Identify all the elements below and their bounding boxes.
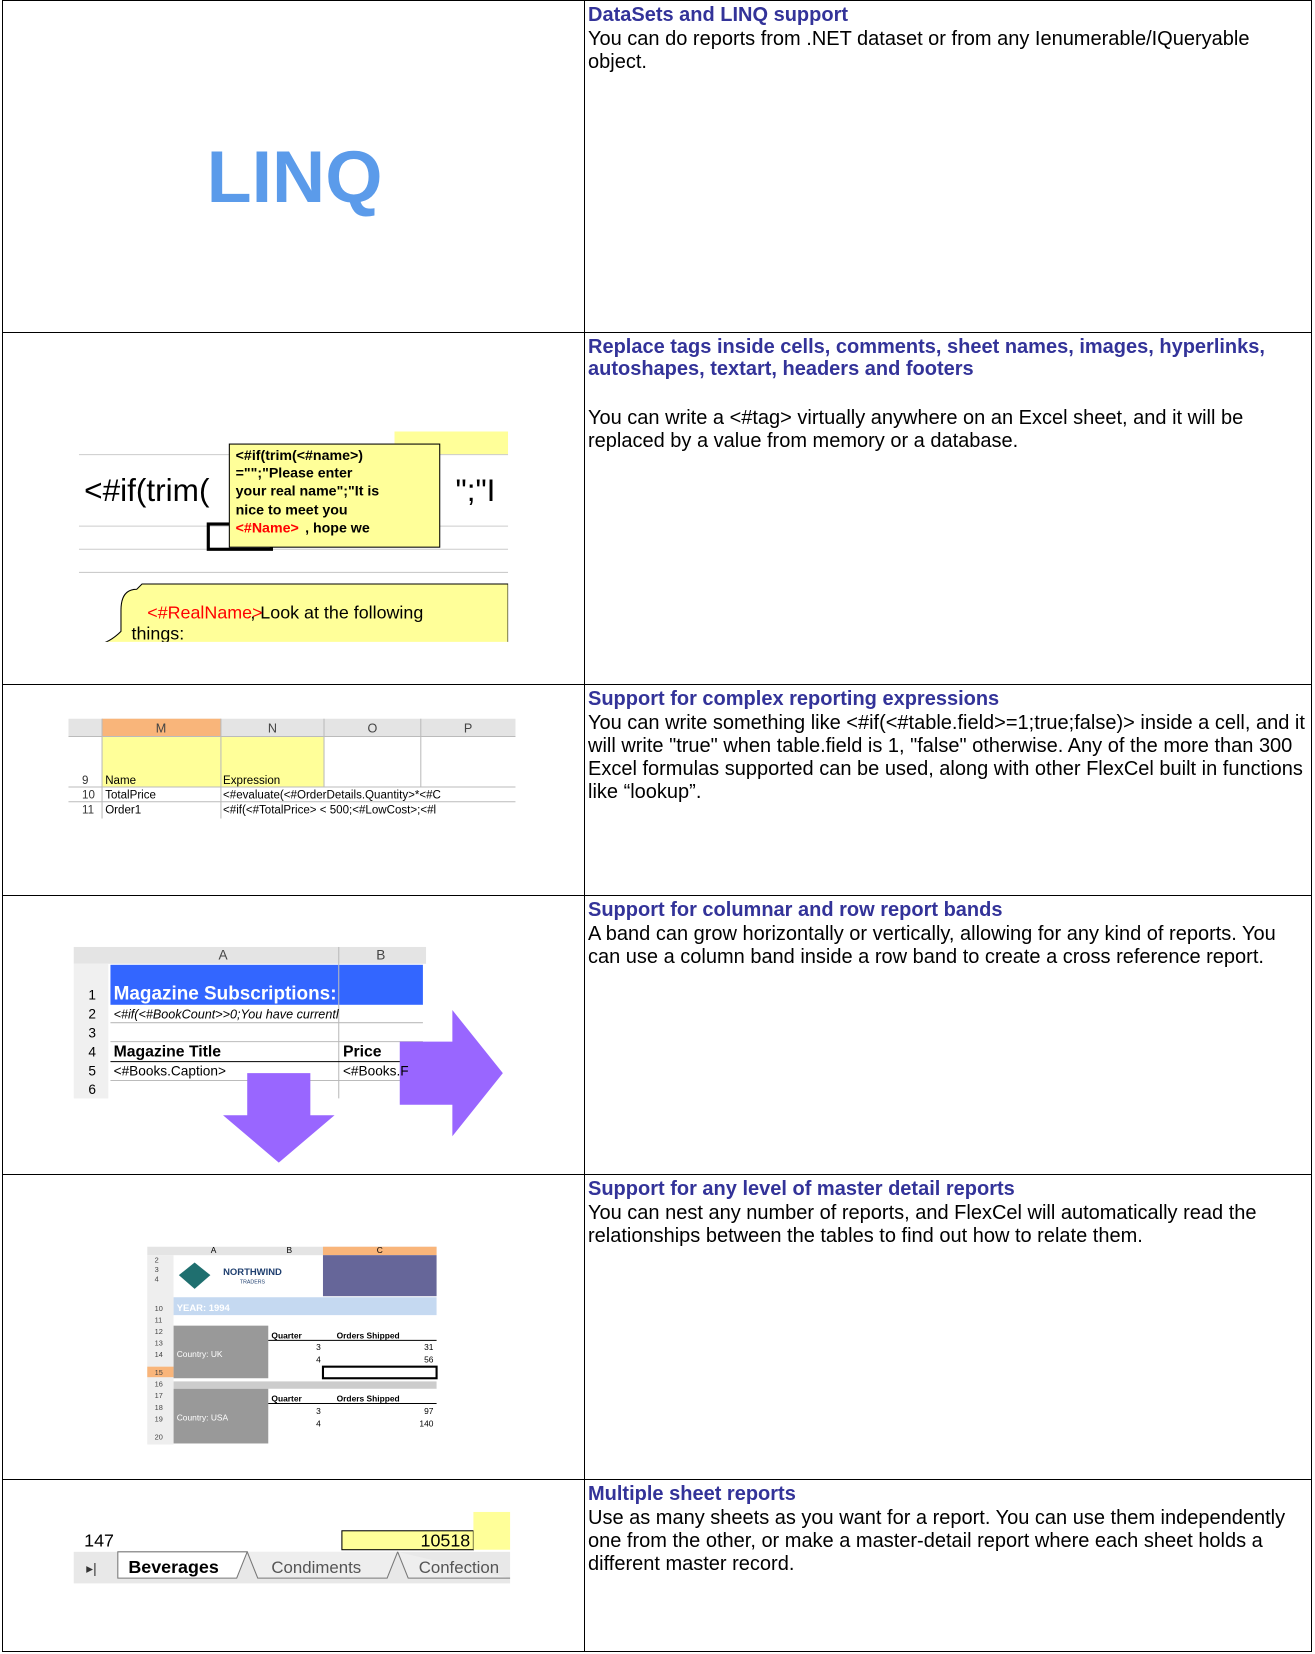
feature-description: Use as many sheets as you want for a rep… xyxy=(588,1507,1286,1575)
text-cell: Multiple sheet reports Use as many sheets… xyxy=(584,1479,1312,1652)
feature-title: Support for any level of master detail r… xyxy=(588,1178,1015,1200)
text-cell: Replace tags inside cells, comments, she… xyxy=(584,332,1312,685)
feature-description: You can write a <#tag> virtually anywher… xyxy=(588,407,1244,452)
feature-title: Support for columnar and row report band… xyxy=(588,899,1003,921)
row: Support for columnar and row report band… xyxy=(2,895,1312,1175)
image-cell xyxy=(2,1479,585,1652)
feature-title: DataSets and LINQ support xyxy=(588,4,849,26)
row: Support for complex reporting expression… xyxy=(2,684,1312,896)
feature-title: Support for complex reporting expression… xyxy=(588,688,1000,710)
image-cell xyxy=(2,332,585,685)
image-cell xyxy=(2,895,585,1175)
feature-description: You can nest any number of reports, and … xyxy=(588,1202,1257,1247)
feature-title: Multiple sheet reports xyxy=(588,1483,796,1505)
row: Replace tags inside cells, comments, she… xyxy=(2,332,1312,685)
feature-description: A band can grow horizontally or vertical… xyxy=(588,923,1276,968)
feature-title: Replace tags inside cells, comments, she… xyxy=(588,336,1265,380)
image-cell xyxy=(2,0,585,333)
text-cell: Support for complex reporting expression… xyxy=(584,684,1312,896)
text-cell: Support for columnar and row report band… xyxy=(584,895,1312,1175)
image-cell xyxy=(2,684,585,896)
feature-description: You can write something like <#if(<#tabl… xyxy=(588,712,1305,803)
row: Multiple sheet reports Use as many sheets… xyxy=(2,1479,1312,1652)
text-cell: DataSets and LINQ support You can do repo… xyxy=(584,0,1312,333)
row: Support for any level of master detail r… xyxy=(2,1174,1312,1480)
image-cell xyxy=(2,1174,585,1480)
text-cell: Support for any level of master detail r… xyxy=(584,1174,1312,1480)
feature-description: You can do reports from .NET dataset or … xyxy=(588,28,1250,73)
row: DataSets and LINQ support You can do repo… xyxy=(2,0,1312,333)
